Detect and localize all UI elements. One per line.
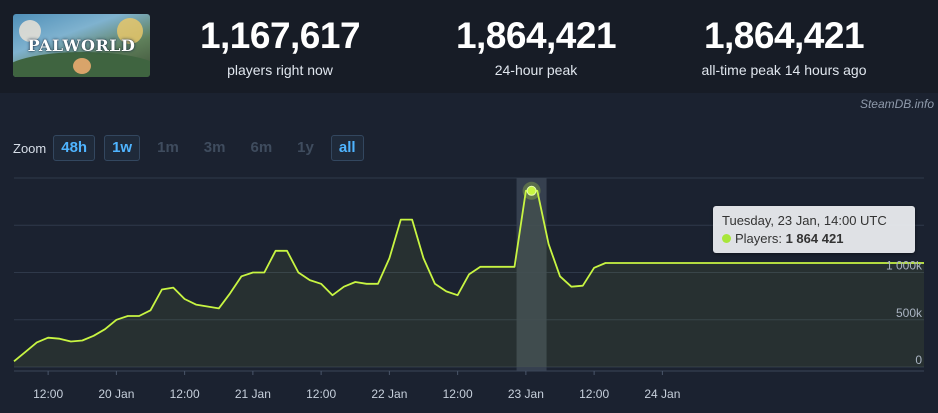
stat-24h-peak: 1,864,421 24-hour peak: [446, 15, 626, 79]
chart-svg[interactable]: 12:00 20 Jan 12:00 21 Jan 12:00 22 Jan 12:00 23…: [0, 170, 938, 408]
zoom-3m-button: 3m: [203, 139, 226, 156]
stat-value: 1,864,421: [455, 15, 617, 56]
stat-label: 24-hour peak: [494, 62, 578, 78]
steamdb-credit[interactable]: SteamDB.info: [859, 97, 934, 111]
game-logo[interactable]: PALWORLD: [13, 14, 150, 77]
header-bar: PALWORLD 1,167,617 players right now 1,8…: [0, 0, 938, 93]
stat-all-time-peak: 1,864,421 all-time peak 14 hours ago: [694, 15, 874, 79]
zoom-48h-button[interactable]: 48h: [53, 135, 96, 161]
zoom-6m-button: 6m: [250, 139, 273, 156]
tooltip-title: Tuesday, 23 Jan, 14:00 UTC: [722, 213, 887, 228]
tooltip-series-value: 1 864 421: [785, 231, 844, 246]
x-tick-label: 12:00: [170, 387, 200, 401]
x-tick-label: 12:00: [33, 387, 63, 401]
tooltip-series-label: Players:: [735, 231, 782, 246]
highlight-point: [526, 185, 537, 196]
stat-players-now: 1,167,617 players right now: [190, 15, 370, 79]
zoom-controls: Zoom 48h 1w 1m 3m 6m 1y all: [13, 135, 373, 161]
series-line-players: [13, 189, 924, 362]
stat-label: all-time peak 14 hours ago: [701, 62, 867, 78]
game-logo-text: PALWORLD: [27, 36, 136, 55]
x-tick-label: 21 Jan: [235, 387, 271, 401]
zoom-label: Zoom: [13, 140, 47, 156]
zoom-all-button[interactable]: all: [330, 135, 364, 161]
stat-value: 1,864,421: [703, 15, 865, 56]
x-tick-label: 23 Jan: [508, 387, 544, 401]
zoom-1y-button: 1y: [297, 139, 314, 156]
series-area: [14, 190, 924, 367]
zoom-1w-button[interactable]: 1w: [104, 135, 141, 161]
x-tick-label: 12:00: [579, 387, 609, 401]
y-tick-label: 0: [915, 353, 922, 367]
y-tick-label: 500k: [896, 306, 923, 320]
stat-label: players right now: [227, 62, 333, 78]
x-tick-label: 24 Jan: [644, 387, 680, 401]
chart-tooltip: Tuesday, 23 Jan, 14:00 UTC Players: 1 86…: [713, 206, 915, 253]
x-tick-label: 12:00: [443, 387, 473, 401]
x-tick-label: 20 Jan: [98, 387, 134, 401]
player-count-chart[interactable]: 12:00 20 Jan 12:00 21 Jan 12:00 22 Jan 12:00 23…: [0, 170, 938, 408]
x-tick-label: 12:00: [306, 387, 336, 401]
stat-value: 1,167,617: [199, 15, 361, 56]
zoom-1m-button: 1m: [157, 139, 179, 156]
x-tick-label: 22 Jan: [371, 387, 407, 401]
y-tick-label: 1 000k: [886, 259, 923, 273]
tooltip-series: Players: 1 864 421: [722, 231, 843, 246]
series-dot-icon: [722, 234, 731, 243]
